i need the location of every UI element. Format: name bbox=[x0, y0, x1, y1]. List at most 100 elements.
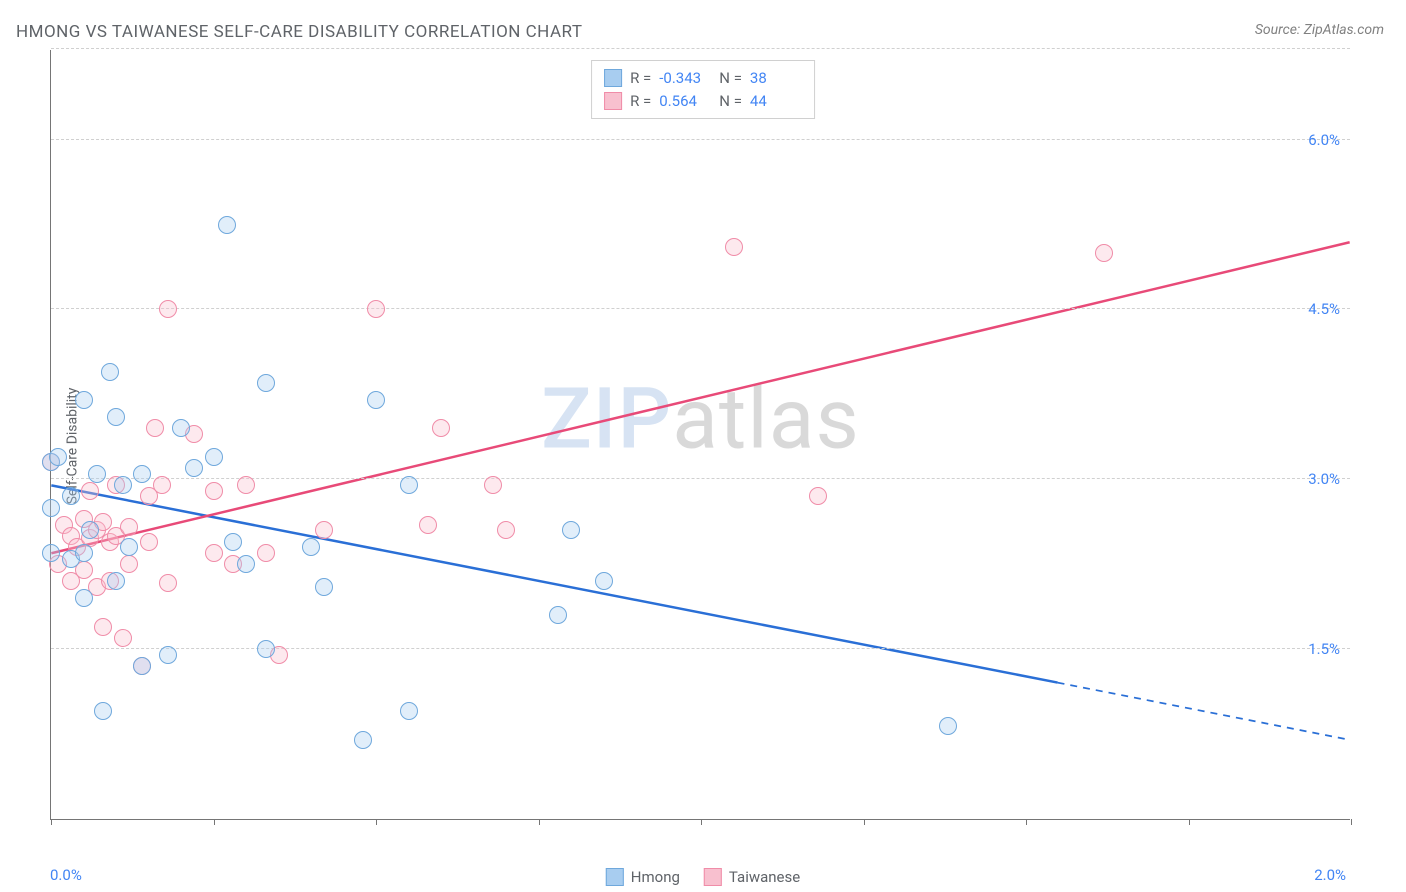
x-tick bbox=[1189, 819, 1190, 825]
data-point bbox=[257, 640, 275, 658]
data-point bbox=[939, 717, 957, 735]
data-point bbox=[237, 476, 255, 494]
data-point bbox=[432, 419, 450, 437]
data-point bbox=[484, 476, 502, 494]
trend-lines bbox=[51, 50, 1350, 819]
legend-row-hmong: R = -0.343 N = 38 bbox=[604, 67, 802, 90]
data-point bbox=[159, 300, 177, 318]
x-tick bbox=[539, 819, 540, 825]
x-tick-label-max: 2.0% bbox=[1314, 866, 1346, 884]
data-point bbox=[315, 521, 333, 539]
source-attribution: Source: ZipAtlas.com bbox=[1255, 22, 1384, 38]
legend-row-taiwanese: R = 0.564 N = 44 bbox=[604, 90, 802, 113]
data-point bbox=[153, 476, 171, 494]
data-point bbox=[81, 521, 99, 539]
data-point bbox=[120, 555, 138, 573]
legend-swatch-taiwanese bbox=[604, 92, 622, 110]
x-tick bbox=[376, 819, 377, 825]
legend-swatch-hmong bbox=[606, 868, 624, 886]
gridline bbox=[51, 648, 1350, 649]
gridline bbox=[51, 139, 1350, 140]
data-point bbox=[185, 459, 203, 477]
data-point bbox=[101, 363, 119, 381]
x-tick bbox=[701, 819, 702, 825]
data-point bbox=[107, 408, 125, 426]
data-point bbox=[114, 629, 132, 647]
data-point bbox=[400, 702, 418, 720]
x-tick-label-min: 0.0% bbox=[50, 866, 82, 884]
y-tick-label: 4.5% bbox=[1308, 300, 1340, 318]
data-point bbox=[120, 538, 138, 556]
chart-title: HMONG VS TAIWANESE SELF-CARE DISABILITY … bbox=[16, 22, 583, 42]
watermark-atlas: atlas bbox=[672, 370, 860, 469]
data-point bbox=[88, 465, 106, 483]
data-point bbox=[237, 555, 255, 573]
data-point bbox=[809, 487, 827, 505]
legend-swatch-taiwanese bbox=[704, 868, 722, 886]
data-point bbox=[120, 518, 138, 536]
data-point bbox=[159, 574, 177, 592]
data-point bbox=[367, 391, 385, 409]
legend-swatch-hmong bbox=[604, 69, 622, 87]
n-value-taiwanese: 44 bbox=[750, 90, 802, 113]
x-tick bbox=[214, 819, 215, 825]
r-value-hmong: -0.343 bbox=[659, 67, 711, 90]
data-point bbox=[354, 731, 372, 749]
data-point bbox=[595, 572, 613, 590]
r-label: R = bbox=[630, 67, 651, 90]
data-point bbox=[94, 702, 112, 720]
watermark-zip: ZIP bbox=[541, 370, 672, 469]
data-point bbox=[75, 391, 93, 409]
data-point bbox=[218, 216, 236, 234]
gridline bbox=[51, 308, 1350, 309]
r-value-taiwanese: 0.564 bbox=[659, 90, 711, 113]
legend-label-taiwanese: Taiwanese bbox=[729, 868, 800, 886]
data-point bbox=[205, 448, 223, 466]
data-point bbox=[224, 533, 242, 551]
x-tick bbox=[1351, 819, 1352, 825]
watermark: ZIPatlas bbox=[541, 370, 860, 469]
r-label: R = bbox=[630, 90, 651, 113]
data-point bbox=[49, 448, 67, 466]
legend-item-hmong: Hmong bbox=[606, 868, 680, 886]
chart-container: HMONG VS TAIWANESE SELF-CARE DISABILITY … bbox=[0, 0, 1406, 892]
data-point bbox=[42, 544, 60, 562]
data-point bbox=[725, 238, 743, 256]
data-point bbox=[1095, 244, 1113, 262]
y-tick-label: 6.0% bbox=[1308, 131, 1340, 149]
correlation-legend: R = -0.343 N = 38 R = 0.564 N = 44 bbox=[591, 60, 815, 119]
data-point bbox=[400, 476, 418, 494]
data-point bbox=[133, 465, 151, 483]
data-point bbox=[172, 419, 190, 437]
data-point bbox=[315, 578, 333, 596]
data-point bbox=[257, 374, 275, 392]
data-point bbox=[42, 499, 60, 517]
n-value-hmong: 38 bbox=[750, 67, 802, 90]
y-tick-label: 3.0% bbox=[1308, 470, 1340, 488]
data-point bbox=[302, 538, 320, 556]
data-point bbox=[133, 657, 151, 675]
data-point bbox=[94, 618, 112, 636]
data-point bbox=[114, 476, 132, 494]
data-point bbox=[205, 544, 223, 562]
series-legend: Hmong Taiwanese bbox=[606, 868, 800, 886]
data-point bbox=[367, 300, 385, 318]
data-point bbox=[75, 544, 93, 562]
data-point bbox=[205, 482, 223, 500]
data-point bbox=[140, 533, 158, 551]
data-point bbox=[146, 419, 164, 437]
gridline bbox=[51, 48, 1350, 49]
data-point bbox=[257, 544, 275, 562]
data-point bbox=[549, 606, 567, 624]
data-point bbox=[562, 521, 580, 539]
x-tick bbox=[51, 819, 52, 825]
data-point bbox=[81, 482, 99, 500]
x-tick bbox=[1026, 819, 1027, 825]
data-point bbox=[107, 572, 125, 590]
data-point bbox=[419, 516, 437, 534]
y-tick-label: 1.5% bbox=[1308, 640, 1340, 658]
legend-label-hmong: Hmong bbox=[631, 868, 680, 886]
x-tick bbox=[864, 819, 865, 825]
data-point bbox=[62, 487, 80, 505]
data-point bbox=[497, 521, 515, 539]
